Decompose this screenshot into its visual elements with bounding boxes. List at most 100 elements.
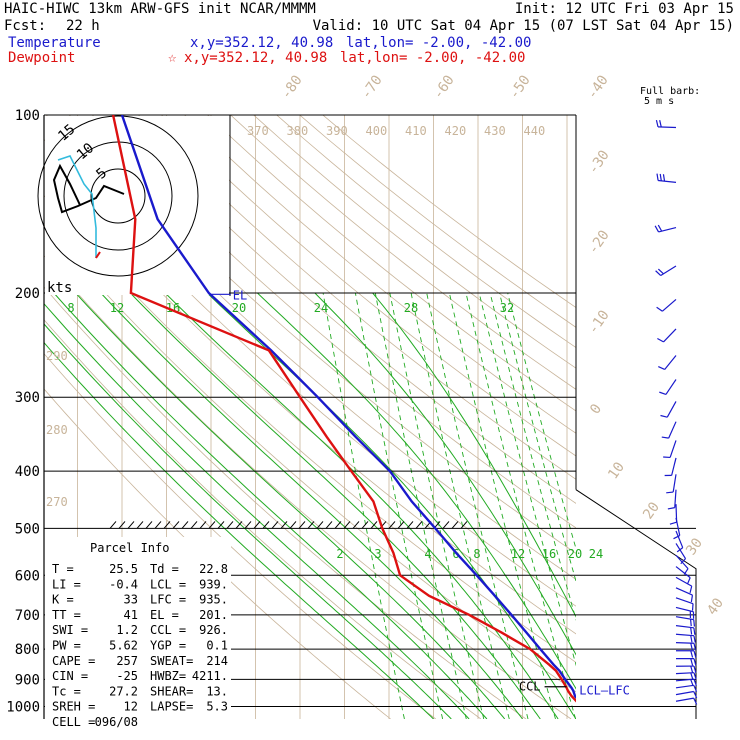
sounding-profiles bbox=[111, 115, 576, 703]
isobar-hatch bbox=[370, 521, 378, 529]
wind-barb-staff bbox=[675, 543, 687, 559]
parcel-info-box: Parcel Info T = 25.5 Td = 22.8 LI = -0.4 LCL =… bbox=[45, 537, 231, 729]
isobar-hatch bbox=[280, 521, 288, 529]
wind-barbs bbox=[654, 119, 698, 705]
mixing-ratio-line bbox=[489, 292, 576, 621]
moist-adiabat-line bbox=[75, 292, 506, 719]
isobar-hatch bbox=[244, 521, 252, 529]
wind-barb-flag bbox=[661, 436, 669, 439]
parcel-row-label: SWI = bbox=[52, 623, 88, 637]
wind-barb-flag bbox=[690, 672, 694, 680]
dry-adiabat-line bbox=[44, 319, 482, 719]
dry-adiabat-line bbox=[45, 115, 576, 580]
parcel-info-title: Parcel Info bbox=[90, 541, 169, 555]
moist-adiabat-line bbox=[372, 292, 576, 618]
isobar-hatch bbox=[298, 521, 306, 529]
wind-barb-flag bbox=[689, 619, 692, 627]
dry-adiabat-line bbox=[253, 115, 576, 369]
parcel-row-label: K = bbox=[52, 593, 74, 607]
theta-label: 420 bbox=[445, 124, 467, 138]
mixing-ratio-label: 24 bbox=[314, 301, 328, 315]
wind-barb-flag bbox=[666, 491, 674, 494]
hodograph-unit-label: kts bbox=[47, 280, 72, 296]
hodograph-background bbox=[45, 116, 229, 295]
mixing-ratio-label: 28 bbox=[404, 301, 418, 315]
hodograph-trace bbox=[52, 163, 125, 214]
dry-adiabat-line bbox=[44, 224, 576, 693]
theta-label: 410 bbox=[405, 124, 427, 138]
temperature-legend: Temperature bbox=[8, 35, 101, 51]
wind-barb-flag bbox=[693, 685, 698, 692]
parcel-row-value: -0.4 bbox=[109, 577, 138, 591]
moist-adiabat-line bbox=[44, 303, 470, 719]
fcst-value: 22 h bbox=[66, 18, 100, 34]
parcel-row-label: SWEAT= bbox=[150, 654, 193, 668]
wind-barb-flag bbox=[657, 224, 663, 232]
parcel-row-value: 5.3 bbox=[206, 700, 228, 714]
wind-barb-flag bbox=[693, 678, 697, 686]
parcel-row-value: 4211. bbox=[192, 669, 228, 683]
wind-barb-flag bbox=[693, 691, 698, 699]
isobar-hatch bbox=[217, 521, 225, 529]
mixing-ratio-line bbox=[499, 292, 576, 583]
parcel-row-value: 214 bbox=[206, 654, 228, 668]
isobar-hatch bbox=[397, 521, 405, 529]
wind-barb-flag bbox=[655, 119, 659, 128]
isobar-hatch bbox=[442, 521, 450, 529]
wind-barb-flag bbox=[657, 268, 664, 275]
isobar-hatch bbox=[343, 521, 351, 529]
parcel-row-label: PW = bbox=[52, 639, 81, 653]
isobar-hatch bbox=[154, 521, 162, 529]
isobar-hatch bbox=[262, 521, 270, 529]
dry-adiabat-line bbox=[230, 115, 576, 390]
moist-adiabat-line bbox=[100, 292, 523, 719]
wind-barb-flag bbox=[693, 697, 698, 705]
wind-barb-flag bbox=[693, 658, 697, 666]
pressure-tick-label: 200 bbox=[15, 286, 40, 302]
wind-barb-staff bbox=[675, 566, 691, 579]
isobar-hatch bbox=[316, 521, 324, 529]
wind-barb-staff bbox=[672, 474, 677, 493]
parcel-row-label: LFC = bbox=[150, 593, 186, 607]
mixing-ratio-label: 16 bbox=[542, 547, 556, 561]
wind-barb-staff bbox=[662, 298, 677, 312]
dewpoint-legend: Dewpoint bbox=[8, 50, 75, 66]
isotherm-label: 10 bbox=[605, 459, 628, 482]
parcel-row-value: 1.2 bbox=[116, 623, 138, 637]
pressure-tick-label: 400 bbox=[15, 464, 40, 480]
parcel-row-value: 939. bbox=[199, 577, 228, 591]
parcel-row-label: EL = bbox=[150, 608, 179, 622]
wind-barb-flag bbox=[657, 337, 664, 343]
parcel-row-label: CELL = bbox=[52, 715, 95, 729]
hodograph-ring bbox=[37, 115, 199, 277]
dewpoint-latlon: lat,lon= -2.00, -42.00 bbox=[340, 50, 525, 66]
theta-label: 290 bbox=[46, 349, 68, 363]
dry-adiabat-line bbox=[207, 115, 576, 412]
isobar-hatch bbox=[352, 521, 360, 529]
moist-adiabat-line bbox=[44, 341, 434, 719]
parcel-row-label: HWBZ= bbox=[150, 669, 186, 683]
isotherm-label: 0 bbox=[587, 401, 605, 417]
isobar-hatch bbox=[136, 521, 144, 529]
isobar-hatch bbox=[208, 521, 216, 529]
wind-barb-staff bbox=[671, 457, 677, 476]
wind-barb-flag bbox=[656, 173, 659, 181]
isobar-hatch bbox=[181, 521, 189, 529]
wind-barb-flag bbox=[689, 585, 693, 594]
valid-time: Valid: 10 UTC Sat 04 Apr 15 (07 LST Sat … bbox=[313, 18, 734, 34]
mixing-ratio-label: 20 bbox=[568, 547, 582, 561]
model-title: HAIC-HIWC 13km ARW-GFS init NCAR/MMMM bbox=[4, 1, 316, 17]
wind-barb-flag bbox=[660, 414, 668, 418]
isobar-hatch bbox=[199, 521, 207, 529]
parcel-row-label: CIN = bbox=[52, 669, 88, 683]
dry-adiabat-line bbox=[44, 194, 576, 663]
mixing-ratio-line bbox=[478, 292, 576, 667]
parcel-row-label: Tc = bbox=[52, 684, 81, 698]
moist-adiabat-line bbox=[53, 292, 488, 719]
isobar-hatch bbox=[235, 521, 243, 529]
hodograph-ring bbox=[90, 168, 146, 224]
moist-adiabat-line bbox=[257, 292, 576, 690]
wind-barb-flag bbox=[690, 665, 694, 674]
parcel-row-label: CAPE = bbox=[52, 654, 95, 668]
